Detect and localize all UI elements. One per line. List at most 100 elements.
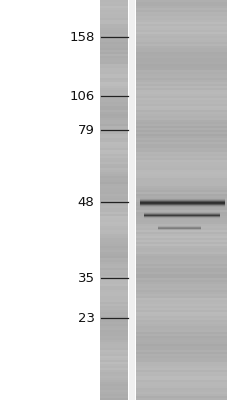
Bar xyxy=(135,92,227,94)
Bar xyxy=(100,386,127,388)
Bar xyxy=(135,208,227,210)
Bar xyxy=(135,138,227,140)
Bar xyxy=(135,304,227,306)
Bar xyxy=(100,208,127,210)
Bar xyxy=(100,212,127,214)
Bar xyxy=(100,192,127,194)
Bar xyxy=(135,194,227,196)
Bar xyxy=(135,276,227,278)
Bar xyxy=(135,46,227,48)
Bar xyxy=(100,32,127,34)
Bar xyxy=(140,203,224,204)
Bar xyxy=(135,250,227,252)
Bar xyxy=(135,262,227,264)
Bar xyxy=(100,366,127,368)
Bar xyxy=(100,222,127,224)
Bar xyxy=(100,344,127,346)
Bar xyxy=(143,217,219,218)
Bar xyxy=(100,116,127,118)
Bar xyxy=(135,270,227,272)
Bar xyxy=(135,212,227,214)
Text: 48: 48 xyxy=(78,196,94,208)
Bar xyxy=(100,204,127,206)
Bar xyxy=(100,294,127,296)
Bar xyxy=(135,84,227,86)
Bar xyxy=(135,398,227,400)
Bar xyxy=(143,215,219,216)
Bar xyxy=(135,22,227,24)
Bar xyxy=(128,0,134,400)
Bar xyxy=(135,10,227,12)
Bar xyxy=(143,213,219,214)
Bar xyxy=(135,184,227,186)
Bar xyxy=(135,158,227,160)
Bar xyxy=(100,226,127,228)
Bar xyxy=(135,378,227,380)
Bar xyxy=(100,240,127,242)
Bar xyxy=(135,344,227,346)
Bar xyxy=(100,378,127,380)
Bar xyxy=(100,180,127,182)
Bar xyxy=(158,228,200,229)
Bar xyxy=(100,92,127,94)
Bar xyxy=(140,205,224,206)
Bar xyxy=(100,216,127,218)
Bar xyxy=(100,310,127,312)
Bar xyxy=(100,144,127,146)
Bar xyxy=(135,26,227,28)
Bar xyxy=(140,201,224,202)
Bar xyxy=(135,142,227,144)
Bar xyxy=(135,188,227,190)
Bar xyxy=(100,110,127,112)
Bar xyxy=(158,227,200,228)
Bar xyxy=(135,306,227,308)
Bar xyxy=(100,44,127,46)
Bar xyxy=(135,108,227,110)
Bar xyxy=(100,152,127,154)
Bar xyxy=(100,300,127,302)
Bar xyxy=(100,64,127,66)
Bar xyxy=(140,205,224,206)
Bar xyxy=(135,244,227,246)
Bar xyxy=(100,108,127,110)
Bar xyxy=(158,230,200,231)
Bar xyxy=(100,4,127,6)
Bar xyxy=(135,8,227,10)
Bar xyxy=(100,124,127,126)
Bar xyxy=(100,346,127,348)
Bar xyxy=(135,300,227,302)
Bar xyxy=(100,250,127,252)
Bar xyxy=(143,215,219,216)
Bar xyxy=(100,238,127,240)
Bar xyxy=(143,214,219,215)
Bar xyxy=(100,392,127,394)
Bar xyxy=(135,362,227,364)
Bar xyxy=(143,212,219,213)
Bar xyxy=(135,192,227,194)
Text: 35: 35 xyxy=(77,272,94,284)
Bar xyxy=(100,158,127,160)
Bar xyxy=(135,88,227,90)
Bar xyxy=(135,42,227,44)
Bar xyxy=(135,342,227,344)
Bar xyxy=(100,358,127,360)
Bar xyxy=(135,354,227,356)
Bar xyxy=(135,2,227,4)
Bar xyxy=(100,320,127,322)
Bar xyxy=(135,240,227,242)
Bar xyxy=(135,272,227,274)
Bar xyxy=(135,388,227,390)
Bar xyxy=(135,390,227,392)
Bar xyxy=(135,144,227,146)
Bar xyxy=(135,372,227,374)
Bar xyxy=(135,206,227,208)
Bar xyxy=(135,156,227,158)
Bar xyxy=(135,296,227,298)
Bar xyxy=(100,348,127,350)
Bar xyxy=(135,252,227,254)
Bar xyxy=(100,264,127,266)
Bar xyxy=(100,398,127,400)
Bar xyxy=(100,224,127,226)
Bar xyxy=(143,218,219,219)
Bar xyxy=(100,168,127,170)
